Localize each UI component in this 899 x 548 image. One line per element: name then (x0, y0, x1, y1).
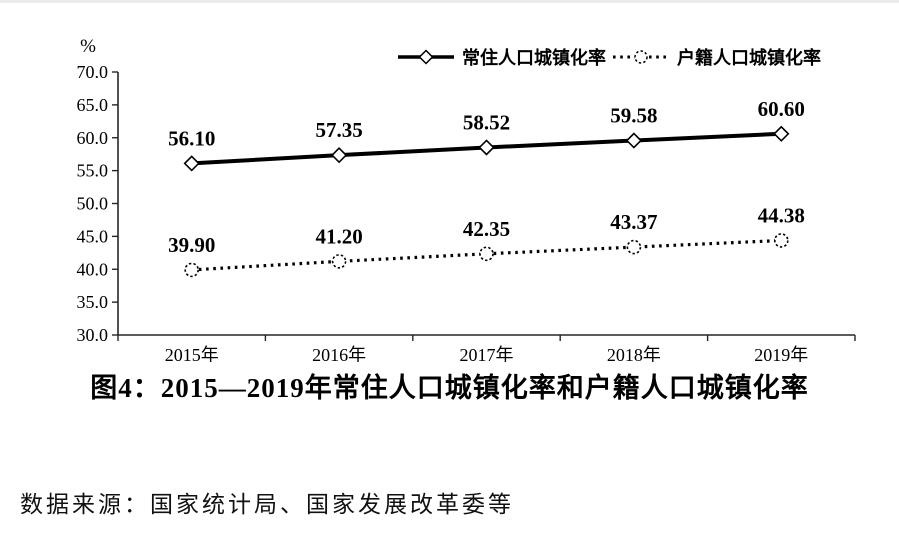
y-tick-label: 50.0 (77, 194, 109, 214)
top-border-line (0, 0, 899, 3)
x-axis-label: 2015年 (165, 345, 219, 362)
data-point-diamond (330, 147, 348, 164)
data-point-diamond (478, 139, 495, 156)
data-point-label: 41.20 (315, 224, 362, 248)
legend-circle-marker (634, 50, 648, 64)
y-tick-label: 35.0 (77, 292, 109, 312)
y-tick-label: 45.0 (77, 226, 109, 246)
data-point-label: 44.38 (758, 203, 805, 227)
line-chart-canvas: % 70.0 65.0 60.0 55.0 50.0 45.0 40.0 35.0 30.0 201… (77, 36, 856, 362)
x-axis-label: 2019年 (754, 345, 808, 362)
x-axis-label: 2016年 (312, 345, 366, 362)
x-axis-label: 2017年 (460, 345, 514, 362)
chart-caption: 图4：2015—2019年常住人口城镇化率和户籍人口城镇化率 (90, 373, 809, 403)
data-point-label: 42.35 (463, 217, 510, 241)
data-point-label: 59.58 (610, 104, 657, 128)
data-point-label: 39.90 (168, 233, 215, 257)
data-point-circle (479, 246, 494, 262)
legend-item-label: 常住人口城镇化率 (462, 47, 606, 68)
data-point-label: 60.60 (758, 97, 805, 121)
x-axis-label: 2018年 (607, 345, 661, 362)
y-tick-label: 70.0 (77, 62, 109, 82)
data-point-circle (626, 239, 642, 255)
y-tick-label: 60.0 (77, 128, 109, 148)
y-tick-label: 40.0 (77, 259, 109, 279)
y-tick-label: 30.0 (77, 325, 109, 345)
data-point-circle (773, 233, 789, 248)
data-point-label: 57.35 (315, 118, 362, 142)
data-point-label: 56.10 (168, 126, 215, 150)
data-point-label: 58.52 (463, 110, 510, 134)
data-point-diamond (183, 155, 200, 172)
data-point-circle (331, 254, 347, 269)
data-point-diamond (773, 125, 790, 142)
legend-item-label: 户籍人口城镇化率 (677, 47, 821, 68)
y-tick-label: 65.0 (77, 95, 109, 115)
legend-diamond-marker (418, 49, 434, 65)
y-axis-unit-label: % (80, 36, 96, 57)
data-point-label: 43.37 (610, 210, 657, 234)
data-source-note: 数据来源：国家统计局、国家发展改革委等 (20, 492, 514, 518)
data-point-circle (184, 262, 199, 278)
data-point-diamond (625, 132, 643, 149)
y-tick-label: 55.0 (77, 161, 109, 181)
